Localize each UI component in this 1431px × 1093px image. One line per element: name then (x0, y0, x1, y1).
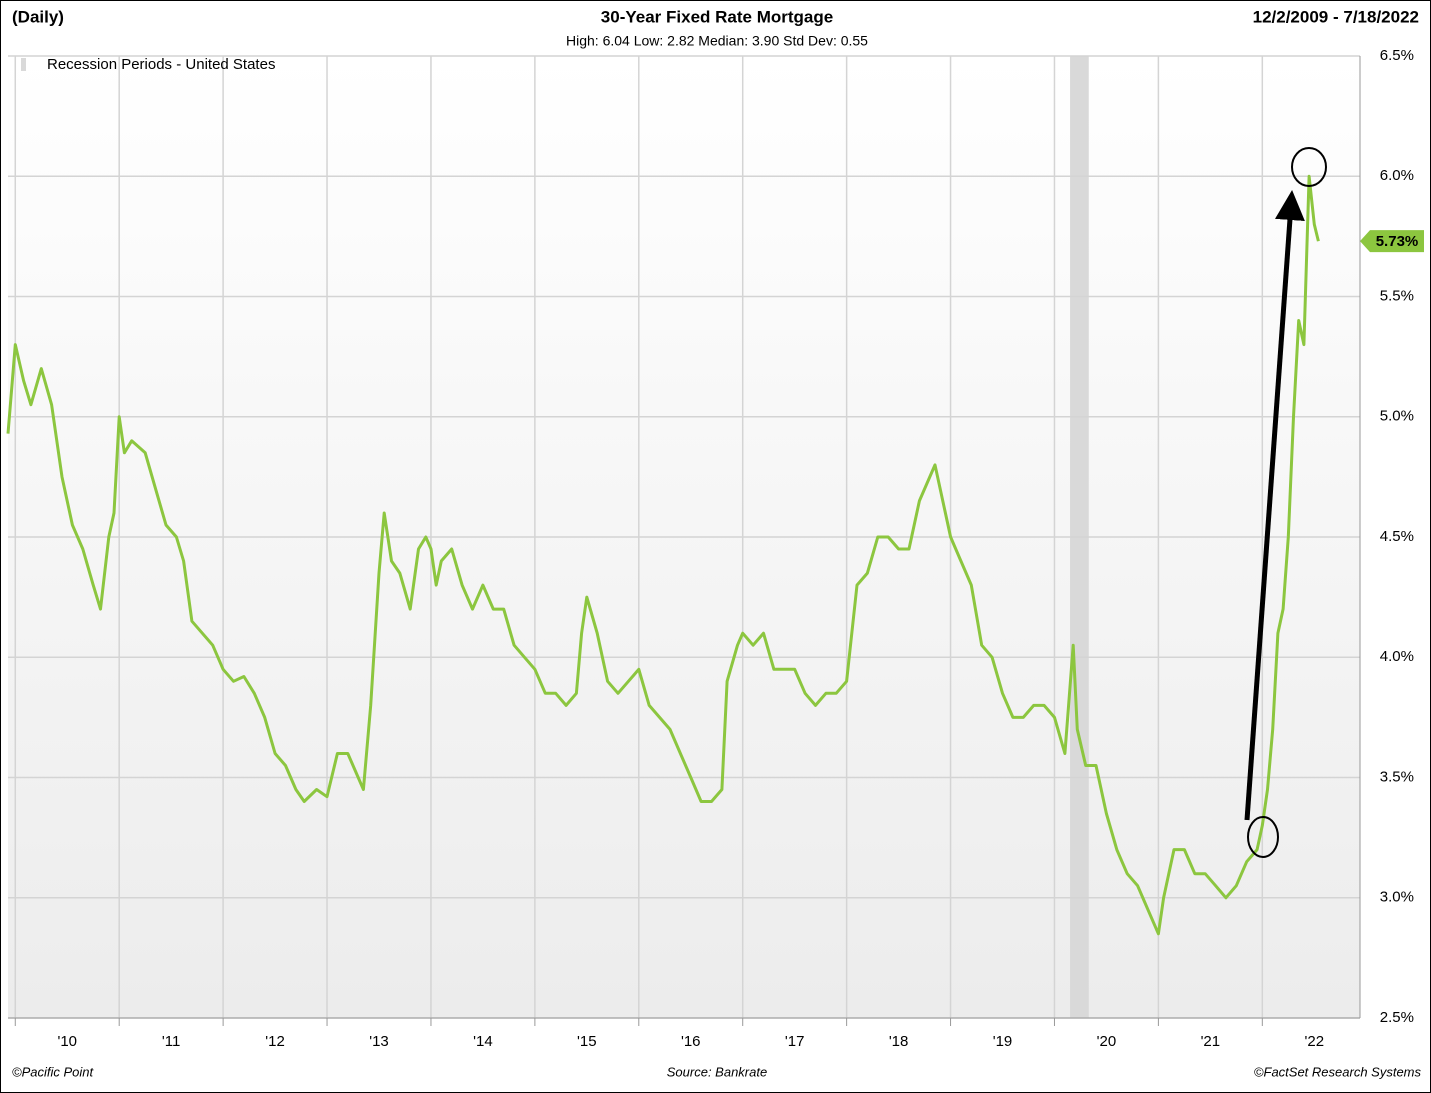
source: Source: Bankrate (667, 1064, 767, 1079)
footer-left: ©Pacific Point (12, 1064, 94, 1079)
y-tick-label: 3.0% (1380, 889, 1414, 906)
y-tick-label: 2.5% (1380, 1009, 1414, 1026)
x-tick-label: '22 (1304, 1033, 1324, 1050)
chart-subtitle: High: 6.04 Low: 2.82 Median: 3.90 Std De… (566, 33, 868, 49)
y-tick-label: 4.0% (1380, 648, 1414, 665)
annotation-circle (1247, 816, 1279, 858)
x-tick-label: '13 (369, 1033, 389, 1050)
data-line (6, 174, 1320, 936)
x-tick-label: '12 (265, 1033, 285, 1050)
x-tick-label: '16 (681, 1033, 701, 1050)
x-tick-label: '10 (57, 1033, 77, 1050)
y-tick-label: 6.0% (1380, 167, 1414, 184)
x-tick-label: '19 (993, 1033, 1013, 1050)
annotation-arrow (1244, 190, 1305, 821)
y-tick-label: 4.5% (1380, 528, 1414, 545)
x-tick-label: '18 (889, 1033, 909, 1050)
x-tick-label: '15 (577, 1033, 597, 1050)
x-tick-label: '17 (785, 1033, 805, 1050)
y-tick-label: 5.0% (1380, 408, 1414, 425)
y-tick-label: 6.5% (1380, 47, 1414, 64)
annotation-circle (1291, 147, 1327, 187)
x-tick-label: '11 (162, 1033, 180, 1050)
x-tick-label: '14 (473, 1033, 493, 1050)
y-tick-label: 5.5% (1380, 287, 1414, 304)
date-range: 12/2/2009 - 7/18/2022 (1253, 7, 1419, 26)
x-tick-label: '20 (1097, 1033, 1117, 1050)
legend-swatch (21, 58, 26, 71)
current-value-label: 5.73% (1376, 233, 1419, 250)
chart-title: 30-Year Fixed Rate Mortgage (601, 7, 833, 26)
frequency: (Daily) (12, 7, 64, 26)
current-value-tag (1360, 230, 1424, 253)
footer-right: ©FactSet Research Systems (1254, 1064, 1422, 1079)
legend-label: Recession Periods - United States (47, 56, 275, 73)
x-tick-label: '21 (1201, 1033, 1221, 1050)
y-tick-label: 3.5% (1380, 768, 1414, 785)
